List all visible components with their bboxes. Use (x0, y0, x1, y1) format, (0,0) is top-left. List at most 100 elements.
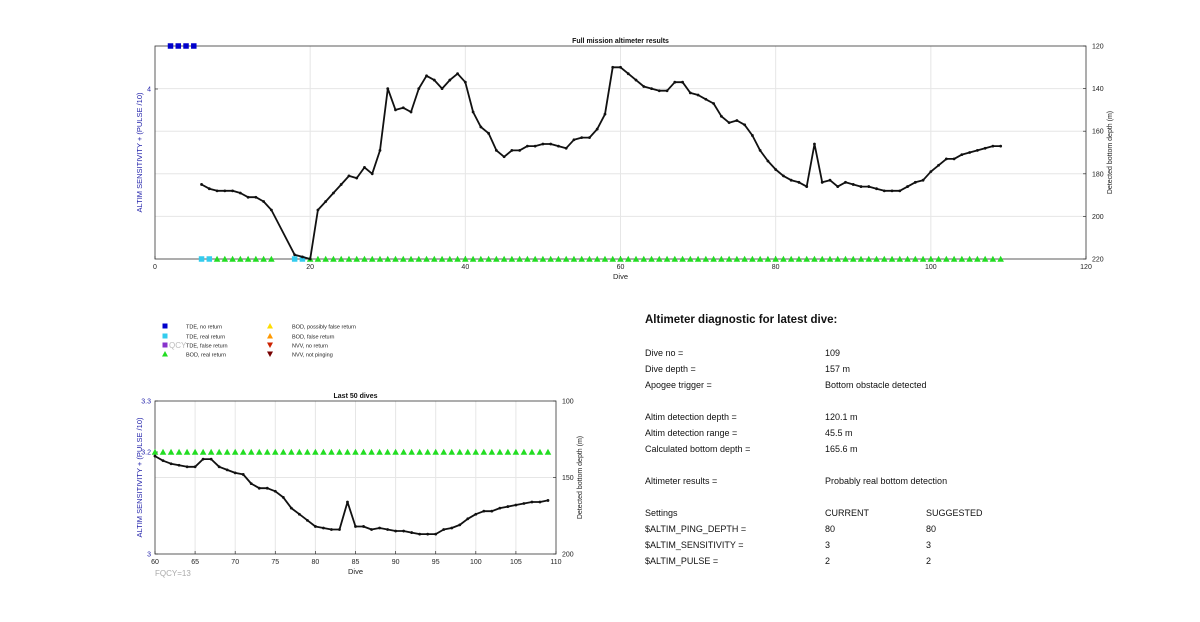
status-marker (904, 255, 911, 262)
depth-point (546, 499, 550, 502)
status-marker (361, 255, 368, 262)
depth-point (355, 176, 359, 180)
depth-point (828, 178, 832, 182)
status-marker (570, 255, 578, 262)
altim-detection-range-value: 45.5 m (825, 428, 853, 438)
legend-watermark: QCY (169, 341, 187, 350)
setting-suggested: 3 (926, 540, 932, 550)
status-marker (927, 255, 935, 262)
left-y-tick-label: 3.3 (141, 399, 151, 406)
depth-point (246, 195, 250, 199)
status-marker (175, 43, 182, 49)
depth-point (564, 146, 568, 150)
legend-label: BOD, real return (186, 353, 226, 359)
x-tick-label: 75 (271, 559, 279, 566)
right-y-axis-label: Detected bottom depth (m) (1107, 111, 1114, 194)
status-marker (896, 255, 904, 262)
status-marker (183, 448, 191, 455)
status-marker (291, 256, 298, 262)
depth-point (704, 97, 708, 101)
depth-point (921, 178, 925, 182)
depth-point (588, 136, 591, 139)
depth-point (514, 503, 518, 507)
status-marker (539, 255, 547, 262)
depth-point (269, 208, 273, 212)
status-marker (663, 255, 671, 262)
depth-point (634, 78, 638, 82)
x-tick-label: 100 (470, 559, 482, 566)
depth-point (354, 525, 357, 528)
depth-point (750, 134, 754, 137)
depth-point (363, 166, 366, 169)
depth-point (456, 72, 459, 76)
status-marker (464, 448, 472, 455)
status-marker (416, 448, 423, 455)
status-marker (237, 255, 244, 262)
depth-point (479, 125, 483, 129)
depth-point (650, 87, 653, 90)
depth-point (362, 525, 365, 528)
depth-point (510, 148, 514, 152)
fqcy-annotation: FQCY=13 (155, 569, 191, 578)
depth-series-line (201, 66, 1001, 260)
depth-point (743, 123, 747, 127)
depth-point (836, 185, 840, 188)
setting-name: $ALTIM_SENSITIVITY = (645, 540, 744, 550)
status-marker (368, 448, 375, 455)
altimeter-results-value: Probably real bottom detection (825, 476, 948, 486)
depth-point (758, 148, 762, 152)
depth-point (665, 89, 669, 93)
status-marker (485, 255, 492, 262)
x-tick-label: 110 (550, 559, 561, 566)
last-50-dives-chart: 60 65 70 75 80 85 90 95 100 105 110 100 150 200 3 3.2 3.… (135, 393, 584, 578)
full-mission-chart: 0 20 40 60 80 100 120 120 140 160 180 200 220 4 Full m… (135, 38, 1114, 281)
depth-point (487, 131, 491, 135)
depth-point (370, 528, 373, 531)
depth-point (463, 80, 467, 84)
depth-point (882, 189, 886, 193)
dive-depth-value: 157 m (825, 364, 851, 374)
legend-label: TDE, false return (186, 344, 228, 350)
status-marker (469, 255, 477, 262)
status-marker (865, 255, 873, 262)
status-marker (624, 255, 632, 262)
legend-label: BOD, false return (292, 335, 335, 341)
status-marker (725, 255, 733, 262)
status-marker (655, 255, 663, 262)
status-marker (880, 255, 888, 262)
right-y-tick-label: 200 (562, 552, 574, 559)
status-marker (408, 448, 415, 455)
status-marker (432, 448, 439, 455)
x-tick-label: 20 (306, 264, 314, 271)
x-tick-label: 70 (231, 559, 239, 566)
depth-point (782, 174, 785, 178)
status-marker (472, 448, 480, 455)
status-marker (772, 255, 779, 262)
status-marker (718, 255, 725, 262)
status-marker (304, 448, 311, 455)
status-marker (997, 255, 1004, 262)
status-marker (749, 255, 756, 262)
calculated-bottom-depth-label: Calculated bottom depth = (645, 444, 751, 454)
status-marker (252, 255, 260, 262)
depth-point (161, 459, 165, 463)
x-tick-label: 0 (153, 264, 157, 271)
depth-point (498, 506, 502, 510)
depth-point (305, 518, 309, 522)
depth-point (316, 208, 320, 212)
settings-header-suggested: SUGGESTED (926, 508, 983, 518)
x-tick-label: 80 (772, 264, 780, 271)
dive-depth-label: Dive depth = (645, 364, 696, 374)
depth-point (530, 500, 534, 504)
depth-point (297, 512, 301, 516)
status-marker (353, 255, 361, 262)
status-marker (424, 448, 431, 455)
status-marker (448, 448, 456, 455)
legend: TDE, no return TDE, real return TDE, false… (162, 323, 356, 359)
depth-point (906, 185, 909, 188)
depth-point (983, 146, 987, 150)
depth-point (898, 189, 902, 193)
status-marker (912, 255, 919, 262)
x-tick-label: 40 (461, 264, 469, 271)
status-marker (601, 255, 609, 262)
